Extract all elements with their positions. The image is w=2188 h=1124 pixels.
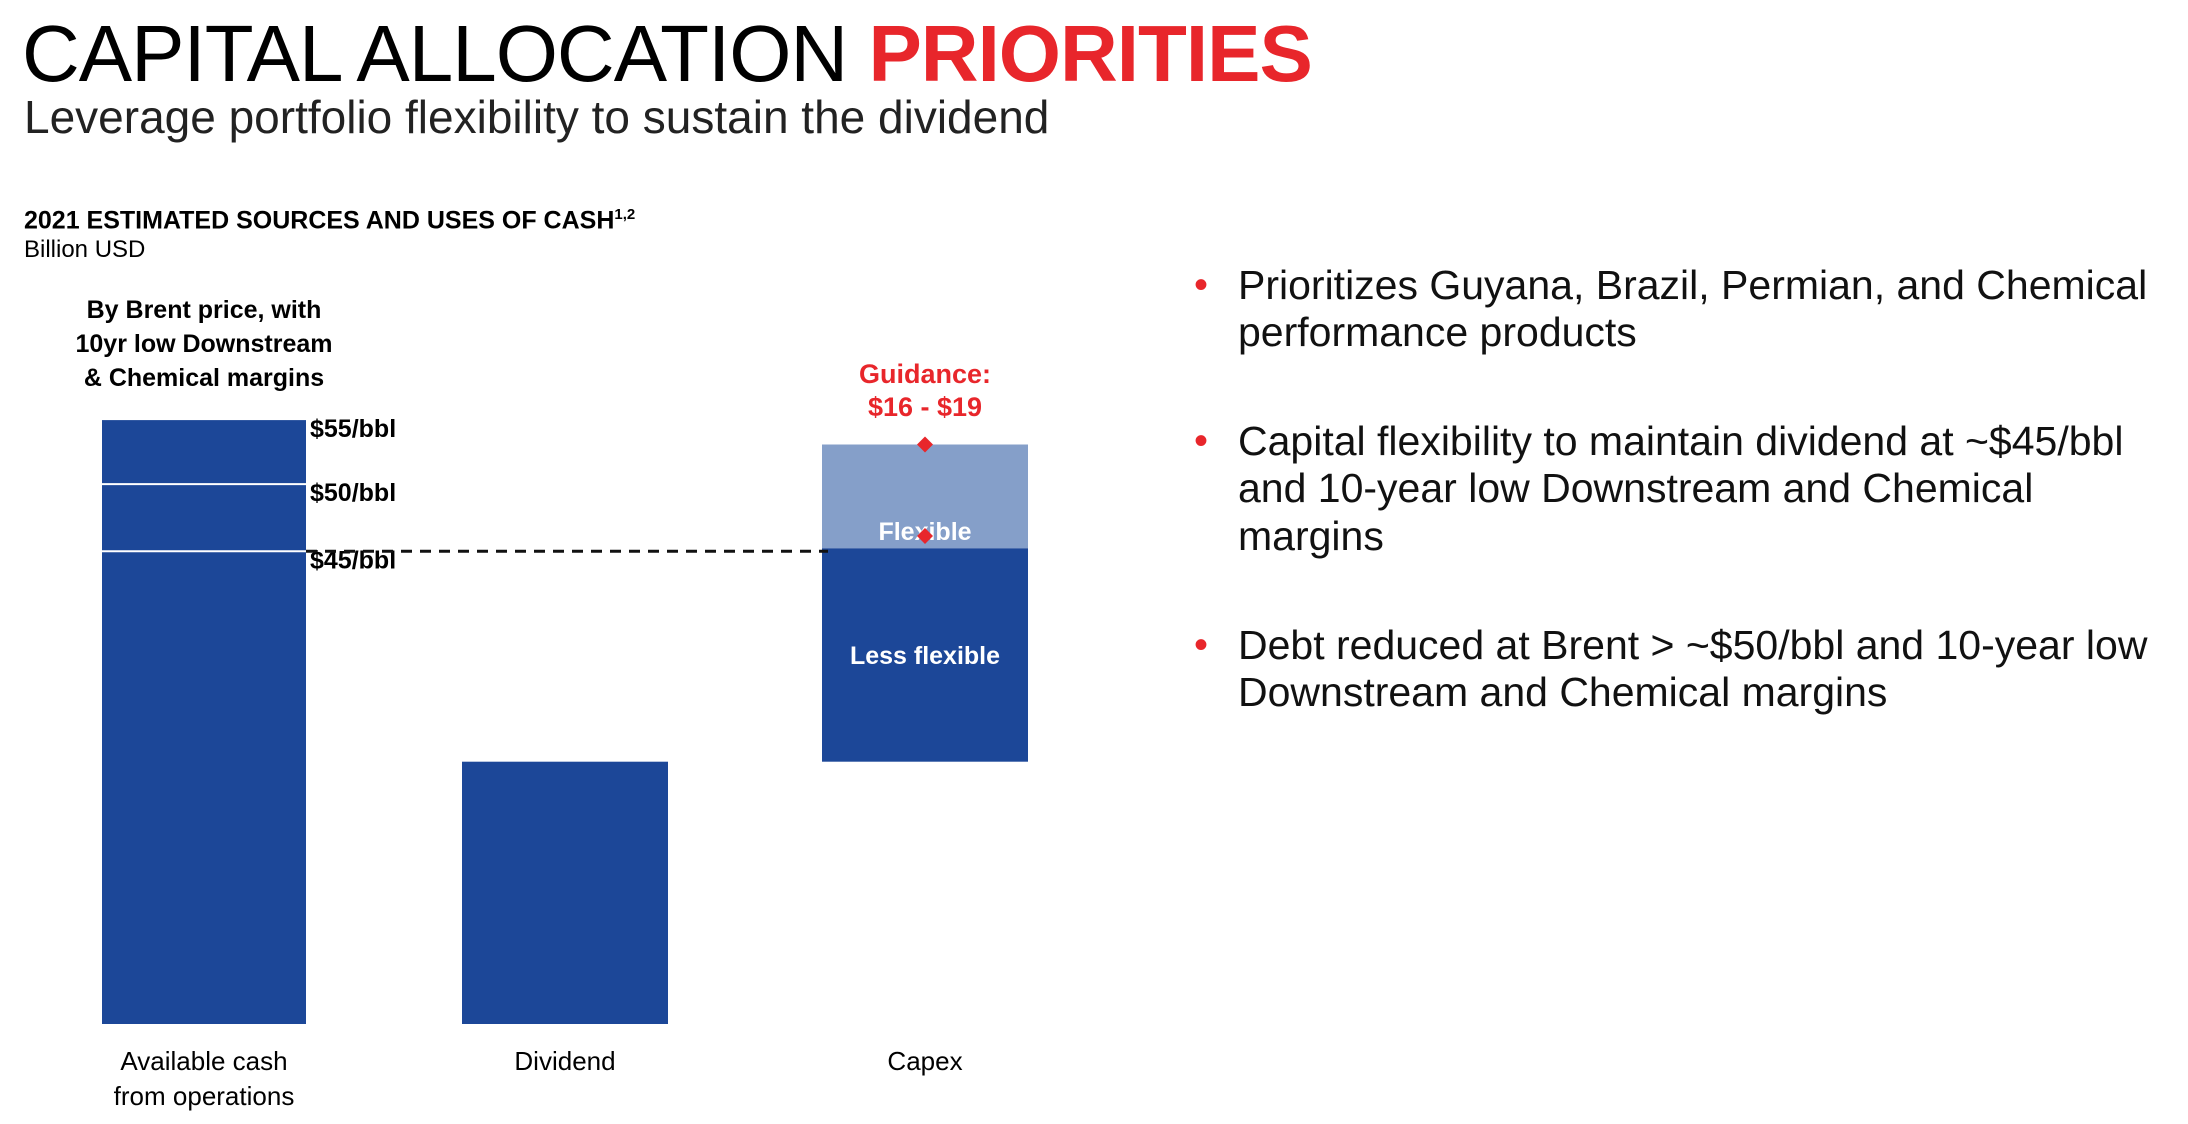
category-label: Capex — [887, 1046, 962, 1076]
category-label: Dividend — [514, 1046, 615, 1076]
available-cash-note: By Brent price, with — [87, 296, 322, 324]
bullet-item: • Capital flexibility to maintain dividen… — [1190, 418, 2180, 559]
title-main: CAPITAL ALLOCATION — [22, 9, 848, 98]
bullet-item: • Prioritizes Guyana, Brazil, Permian, an… — [1190, 262, 2180, 356]
brent-level-label: $55/bbl — [310, 415, 396, 443]
guidance-label: $16 - $19 — [868, 392, 982, 422]
page-subtitle: Leverage portfolio flexibility to sustai… — [24, 91, 1050, 143]
page-title: CAPITAL ALLOCATION PRIORITIES — [22, 8, 1313, 100]
chart-units: Billion USD — [24, 236, 146, 263]
available-cash-note: & Chemical margins — [84, 364, 324, 392]
bullet-item: • Debt reduced at Brent > ~$50/bbl and 10… — [1190, 622, 2180, 716]
bullet-marker: • — [1194, 263, 1209, 307]
bullet-text: Debt reduced at Brent > ~$50/bbl and 10-… — [1238, 621, 2148, 715]
guidance-marker — [917, 436, 933, 453]
category-label: from operations — [114, 1081, 295, 1111]
category-label: Available cash — [120, 1046, 287, 1076]
chart-title: 2021 ESTIMATED SOURCES AND USES OF CASH1… — [24, 206, 635, 235]
guidance-marker — [917, 528, 933, 544]
bullet-marker: • — [1194, 419, 1209, 464]
available-cash-bar — [102, 420, 306, 1025]
chart-title-footnote: 1,2 — [614, 206, 636, 223]
guidance-label: Guidance: — [859, 359, 991, 389]
chart-title-text: 2021 ESTIMATED SOURCES AND USES OF CASH — [24, 206, 615, 235]
capex-less-flexible-bar — [822, 548, 1028, 762]
brent-level-label: $50/bbl — [310, 479, 396, 507]
bullet-text: Capital flexibility to maintain dividend… — [1238, 418, 2124, 559]
dividend-bar — [462, 761, 668, 1024]
title-accent: PRIORITIES — [868, 9, 1312, 98]
capex-less-flexible-label: Less flexible — [850, 642, 1000, 670]
bullet-list: • Prioritizes Guyana, Brazil, Permian, an… — [1190, 262, 2180, 778]
bullet-text: Prioritizes Guyana, Brazil, Permian, and… — [1238, 262, 2148, 356]
available-cash-note: 10yr low Downstream — [75, 330, 332, 358]
bullet-marker: • — [1194, 622, 1209, 667]
